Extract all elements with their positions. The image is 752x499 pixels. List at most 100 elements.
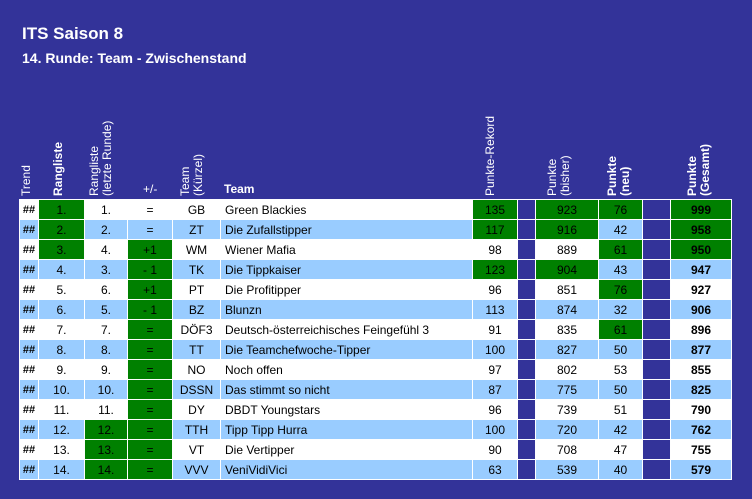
header-neu-label-1: Punkte (605, 155, 619, 196)
cell-bisher: 775 (535, 379, 599, 400)
cell-rekord: 98 (472, 239, 518, 260)
cell-bisher: 827 (535, 339, 599, 360)
cell-bisher: 851 (535, 279, 599, 300)
cell-neu: 51 (598, 399, 643, 420)
cell-bisher: 739 (535, 399, 599, 420)
cell-trend: ## (19, 239, 39, 260)
cell-rekord: 100 (472, 339, 518, 360)
header-code: Team (Kürzel) (178, 145, 205, 196)
cell-prev: 7. (84, 319, 128, 340)
cell-diff: = (127, 219, 173, 240)
cell-diff: = (127, 459, 173, 480)
cell-bisher: 720 (535, 419, 599, 440)
cell-gesamt: 958 (670, 219, 732, 240)
cell-neu: 50 (598, 379, 643, 400)
cell-diff: = (127, 419, 173, 440)
header-gesamt-label-1: Punkte (685, 155, 699, 196)
column-spacer (517, 339, 536, 360)
cell-diff: = (127, 399, 173, 420)
column-spacer (517, 439, 536, 460)
cell-team: Green Blackies (220, 199, 473, 220)
cell-neu: 42 (598, 419, 643, 440)
cell-code: VVV (172, 459, 221, 480)
cell-prev: 1. (84, 199, 128, 220)
cell-rekord: 123 (472, 259, 518, 280)
cell-rank: 14. (38, 459, 85, 480)
cell-gesamt: 927 (670, 279, 732, 300)
cell-neu: 50 (598, 339, 643, 360)
cell-bisher: 889 (535, 239, 599, 260)
cell-bisher: 539 (535, 459, 599, 480)
cell-team: Die Teamchefwoche-Tipper (220, 339, 473, 360)
cell-prev: 11. (84, 399, 128, 420)
cell-rank: 6. (38, 299, 85, 320)
cell-neu: 42 (598, 219, 643, 240)
column-spacer (517, 299, 536, 320)
cell-rank: 3. (38, 239, 85, 260)
cell-neu: 32 (598, 299, 643, 320)
cell-code: DY (172, 399, 221, 420)
cell-code: ZT (172, 219, 221, 240)
cell-rank: 2. (38, 219, 85, 240)
column-spacer (642, 339, 671, 360)
cell-team: Noch offen (220, 359, 473, 380)
table-row: ## 11. 11. = DY DBDT Youngstars 96 739 51 790 (19, 399, 732, 420)
cell-bisher: 835 (535, 319, 599, 340)
cell-prev: 5. (84, 299, 128, 320)
cell-code: PT (172, 279, 221, 300)
column-spacer (517, 459, 536, 480)
cell-prev: 13. (84, 439, 128, 460)
cell-rekord: 97 (472, 359, 518, 380)
table-row: ## 7. 7. = DÖF3 Deutsch-österreichisches Fein… (19, 319, 732, 340)
cell-trend: ## (19, 399, 39, 420)
cell-team: Tipp Tipp Hurra (220, 419, 473, 440)
cell-diff: = (127, 339, 173, 360)
cell-neu: 61 (598, 239, 643, 260)
cell-team: Die Profitipper (220, 279, 473, 300)
header-gesamt-label-2: (Gesamt) (698, 143, 712, 196)
header-prev-label-2: (letzte Runde) (100, 120, 114, 196)
header-team: Team (224, 182, 255, 196)
column-spacer (517, 319, 536, 340)
cell-rekord: 90 (472, 439, 518, 460)
cell-code: GB (172, 199, 221, 220)
cell-trend: ## (19, 319, 39, 340)
cell-code: DÖF3 (172, 319, 221, 340)
cell-team: Die Vertipper (220, 439, 473, 460)
cell-rekord: 135 (472, 199, 518, 220)
cell-team: Die Zufallstipper (220, 219, 473, 240)
table-row: ## 4. 3. - 1 TK Die Tippkaiser 123 904 43 947 (19, 259, 732, 280)
header-code-label-2: (Kürzel) (191, 153, 205, 196)
cell-code: DSSN (172, 379, 221, 400)
cell-trend: ## (19, 219, 39, 240)
table-row: ## 8. 8. = TT Die Teamchefwoche-Tipper 100 827 5… (19, 339, 732, 360)
table-row: ## 12. 12. = TTH Tipp Tipp Hurra 100 720 42 762 (19, 419, 732, 440)
header-neu: Punkte (neu) (605, 150, 632, 196)
table-row: ## 13. 13. = VT Die Vertipper 90 708 47 755 (19, 439, 732, 460)
cell-prev: 6. (84, 279, 128, 300)
column-spacer (642, 459, 671, 480)
column-spacer (642, 239, 671, 260)
cell-gesamt: 896 (670, 319, 732, 340)
cell-code: TK (172, 259, 221, 280)
cell-rank: 7. (38, 319, 85, 340)
cell-prev: 8. (84, 339, 128, 360)
column-spacer (517, 199, 536, 220)
cell-gesamt: 790 (670, 399, 732, 420)
cell-gesamt: 999 (670, 199, 732, 220)
cell-prev: 2. (84, 219, 128, 240)
cell-diff: - 1 (127, 259, 173, 280)
cell-team: DBDT Youngstars (220, 399, 473, 420)
cell-code: TT (172, 339, 221, 360)
column-spacer (642, 279, 671, 300)
cell-gesamt: 950 (670, 239, 732, 260)
cell-trend: ## (19, 379, 39, 400)
cell-trend: ## (19, 439, 39, 460)
cell-code: TTH (172, 419, 221, 440)
cell-diff: = (127, 199, 173, 220)
column-spacer (642, 299, 671, 320)
cell-prev: 4. (84, 239, 128, 260)
cell-bisher: 802 (535, 359, 599, 380)
header-prev: Rangliste (letzte Runde) (87, 100, 114, 196)
cell-rekord: 87 (472, 379, 518, 400)
